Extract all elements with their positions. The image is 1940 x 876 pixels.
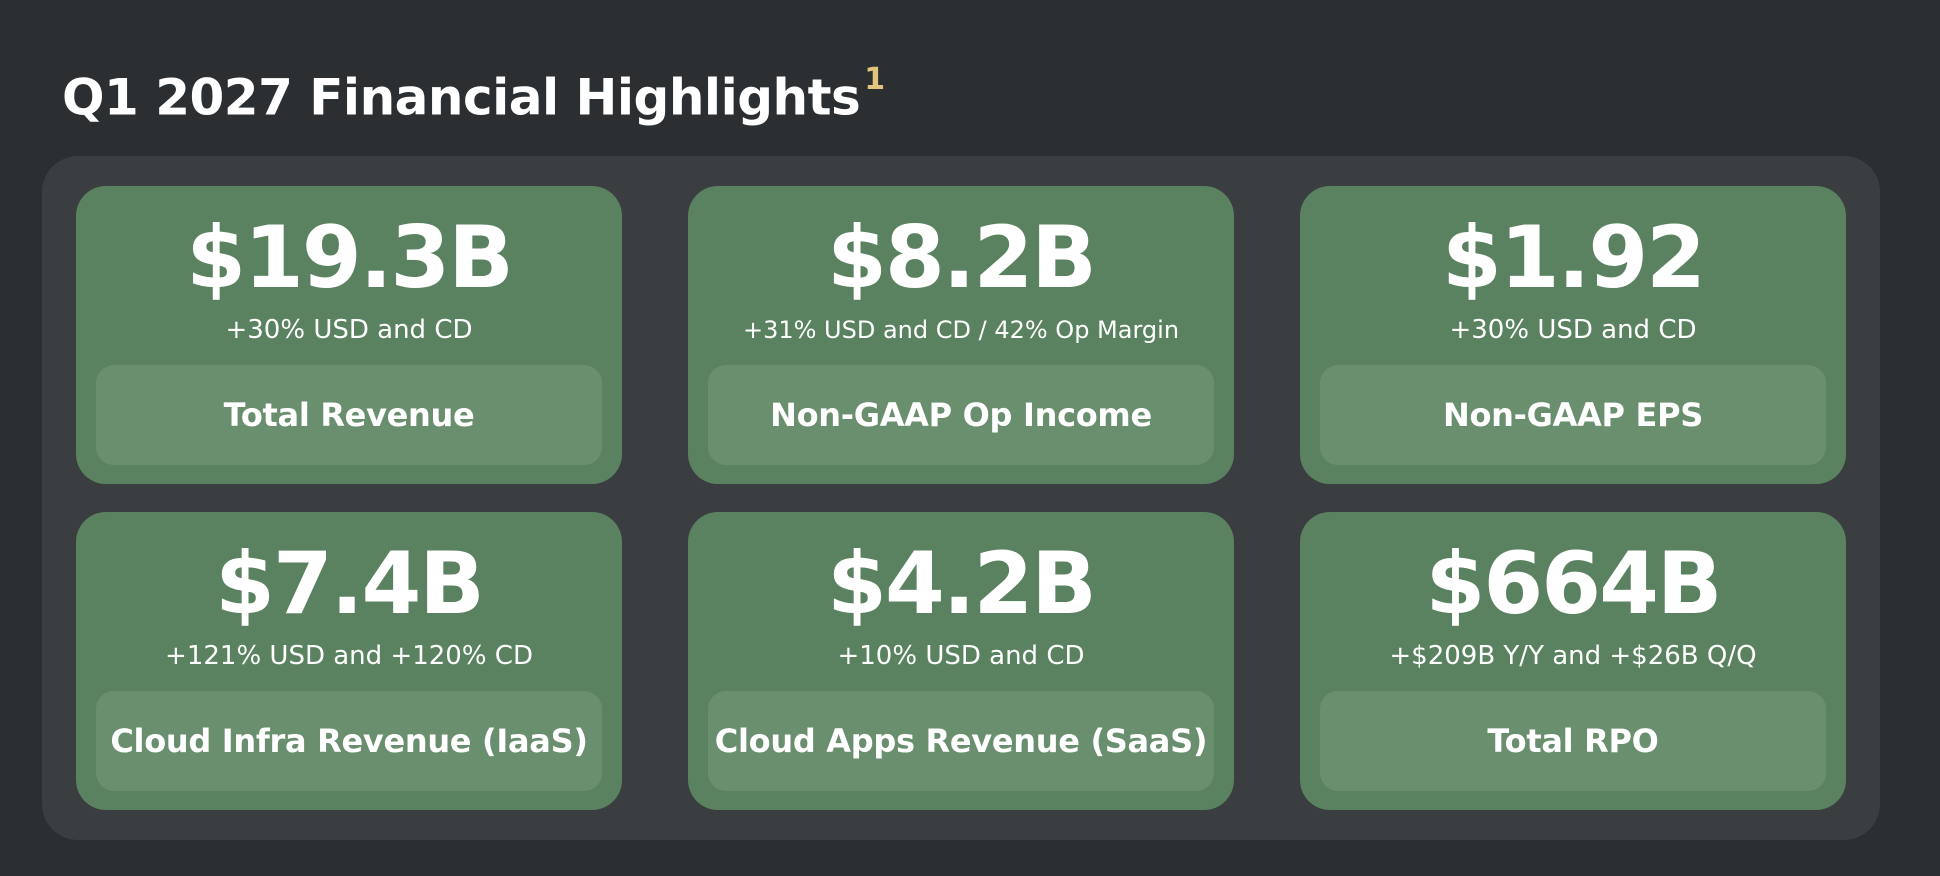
card-total-revenue: $19.3B +30% USD and CD Total Revenue: [76, 186, 622, 484]
footnote-marker: 1: [864, 62, 885, 97]
card-non-gaap-op-income: $8.2B +31% USD and CD / 42% Op Margin No…: [688, 186, 1234, 484]
metric-label: Cloud Infra Revenue (IaaS): [110, 722, 588, 760]
metric-label: Total RPO: [1487, 722, 1659, 760]
metric-value: $1.92: [1441, 208, 1706, 308]
metric-label: Non-GAAP EPS: [1443, 396, 1703, 434]
metric-value: $4.2B: [827, 534, 1097, 634]
metric-value: $19.3B: [186, 208, 514, 308]
card-total-rpo: $664B +$209B Y/Y and +$26B Q/Q Total RPO: [1300, 512, 1846, 810]
metric-change: +31% USD and CD / 42% Op Margin: [742, 316, 1180, 344]
page-title-text: Q1 2027 Financial Highlights: [62, 68, 861, 127]
highlights-panel: $19.3B +30% USD and CD Total Revenue $8.…: [42, 156, 1880, 840]
metric-label: Non-GAAP Op Income: [770, 396, 1152, 434]
metric-value: $8.2B: [827, 208, 1097, 308]
card-cloud-infra-revenue: $7.4B +121% USD and +120% CD Cloud Infra…: [76, 512, 622, 810]
metric-label-box: Cloud Infra Revenue (IaaS): [96, 691, 602, 791]
metric-change: +10% USD and CD: [837, 641, 1085, 671]
metric-label-box: Non-GAAP Op Income: [708, 365, 1214, 465]
metric-change: +30% USD and CD: [1449, 315, 1697, 345]
metric-label: Total Revenue: [223, 396, 475, 434]
metric-label: Cloud Apps Revenue (SaaS): [714, 722, 1208, 760]
card-cloud-apps-revenue: $4.2B +10% USD and CD Cloud Apps Revenue…: [688, 512, 1234, 810]
metric-label-box: Cloud Apps Revenue (SaaS): [708, 691, 1214, 791]
metric-label-box: Non-GAAP EPS: [1320, 365, 1826, 465]
metric-change: +$209B Y/Y and +$26B Q/Q: [1389, 641, 1757, 671]
metric-label-box: Total Revenue: [96, 365, 602, 465]
metric-value: $7.4B: [215, 534, 485, 634]
metric-change: +30% USD and CD: [225, 315, 473, 345]
page-title: Q1 2027 Financial Highlights 1: [62, 58, 885, 128]
metric-change: +121% USD and +120% CD: [165, 641, 533, 671]
metric-label-box: Total RPO: [1320, 691, 1826, 791]
card-non-gaap-eps: $1.92 +30% USD and CD Non-GAAP EPS: [1300, 186, 1846, 484]
metric-value: $664B: [1425, 534, 1723, 634]
